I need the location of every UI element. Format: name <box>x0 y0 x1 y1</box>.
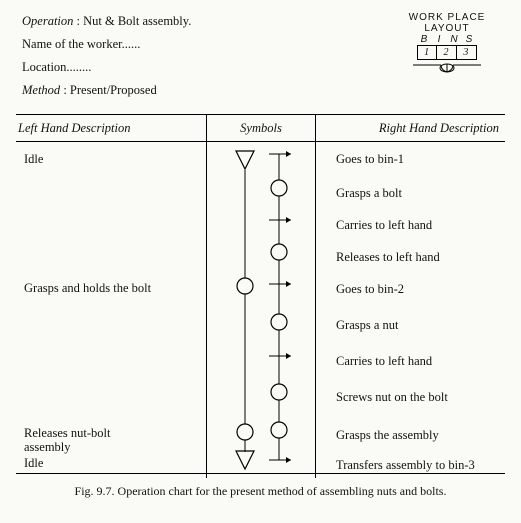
left-hand-column: Idle Grasps and holds the bolt Releases nu… <box>16 142 206 478</box>
right-row: Transfers assembly to bin-3 <box>336 458 475 473</box>
left-row: Releases nut-bolt <box>24 426 202 441</box>
right-row: Carries to left hand <box>336 218 432 233</box>
col-head-symbols: Symbols <box>206 115 316 142</box>
right-row: Grasps a bolt <box>336 186 402 201</box>
right-row: Goes to bin-2 <box>336 282 404 297</box>
right-row: Grasps the assembly <box>336 428 439 443</box>
right-row: Goes to bin-1 <box>336 152 404 167</box>
operation-value: : Nut & Bolt assembly. <box>77 14 192 28</box>
bin-letter: I <box>432 34 447 45</box>
bin-letter: N <box>447 34 462 45</box>
bins-boxes: 1 2 3 <box>417 45 477 60</box>
col-head-right: Right Hand Description <box>316 115 505 142</box>
method-value: : Present/Proposed <box>63 83 156 97</box>
workplace-title1: WORK PLACE <box>401 12 493 23</box>
symbols-svg <box>207 142 317 474</box>
bin-box: 2 <box>437 46 456 59</box>
left-row: Idle <box>24 456 202 471</box>
bin-letter: S <box>462 34 477 45</box>
workplace-title2: LAYOUT <box>401 23 493 34</box>
chart-header: Operation : Nut & Bolt assembly. Name of… <box>0 0 521 112</box>
workplace-icon <box>411 62 483 76</box>
operation-chart: Left Hand Description Symbols Right Hand… <box>16 114 505 474</box>
right-row: Carries to left hand <box>336 354 432 369</box>
col-head-left: Left Hand Description <box>16 115 206 142</box>
left-row: assembly <box>24 440 202 455</box>
workplace-layout: WORK PLACE LAYOUT B I N S 1 2 3 <box>401 12 493 76</box>
left-row: Idle <box>24 152 202 167</box>
bin-box: 3 <box>457 46 476 59</box>
bin-box: 1 <box>418 46 437 59</box>
right-row: Screws nut on the bolt <box>336 390 448 405</box>
right-row: Grasps a nut <box>336 318 399 333</box>
symbols-column <box>206 142 316 478</box>
left-row: Grasps and holds the bolt <box>24 281 202 296</box>
right-hand-column: Goes to bin-1 Grasps a bolt Carries to lef… <box>316 142 505 478</box>
method-label: Method <box>22 83 60 97</box>
right-row: Releases to left hand <box>336 250 440 265</box>
figure-caption: Fig. 9.7. Operation chart for the presen… <box>0 484 521 499</box>
bin-letter: B <box>417 34 432 45</box>
operation-label: Operation <box>22 14 73 28</box>
